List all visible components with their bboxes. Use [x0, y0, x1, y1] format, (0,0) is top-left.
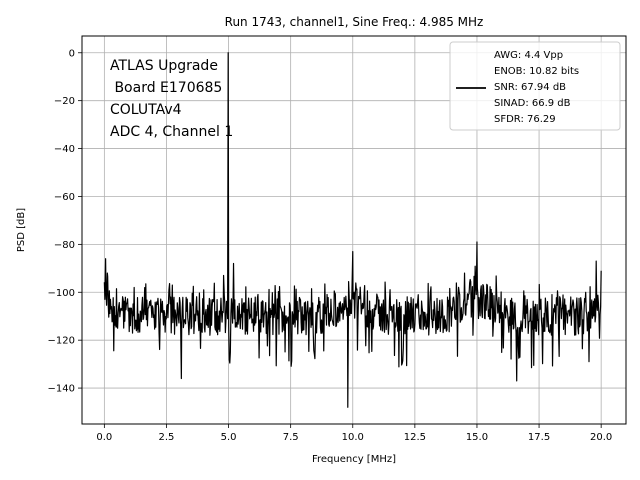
legend: AWG: 4.4 Vpp ENOB: 10.82 bits SNR: 67.94… [449, 41, 621, 131]
x-tick-label: 17.5 [528, 432, 550, 443]
y-axis-label: PSD [dB] [16, 208, 27, 252]
annotation-line: ADC 4, Channel 1 [110, 124, 233, 140]
x-tick-label: 15.0 [466, 432, 488, 443]
y-tick-label: −40 [54, 144, 75, 155]
x-tick-label: 12.5 [404, 432, 426, 443]
psd-series [103, 52, 602, 408]
legend-entry: ENOB: 10.82 bits [494, 66, 579, 77]
legend-entry: SNR: 67.94 dB [494, 82, 566, 93]
plot-frame [81, 35, 627, 425]
annotation-line: ATLAS Upgrade [110, 58, 218, 74]
x-tick-label: 0.0 [96, 432, 112, 443]
chart-title: Run 1743, channel1, Sine Freq.: 4.985 MH… [225, 15, 484, 29]
y-tick-label: −60 [54, 192, 75, 203]
y-tick-label: 0 [69, 48, 75, 59]
legend-frame [449, 41, 621, 131]
legend-entry: SINAD: 66.9 dB [494, 98, 571, 109]
y-tick-label: −100 [48, 288, 75, 299]
psd-line [103, 52, 602, 408]
annotation-line: COLUTAv4 [110, 102, 182, 118]
x-tick-label: 7.5 [283, 432, 299, 443]
legend-entry: SFDR: 76.29 [494, 114, 556, 125]
x-tick-label: 5.0 [221, 432, 237, 443]
x-tick-label: 10.0 [342, 432, 364, 443]
y-tick-label: −20 [54, 96, 75, 107]
x-axis-ticks: 0.0 2.5 5.0 7.5 10.0 12.5 15.0 17.5 20.0 [96, 424, 612, 443]
y-tick-label: −80 [54, 240, 75, 251]
y-axis-ticks: 0 −20 −40 −60 −80 −100 −120 −140 [48, 48, 82, 395]
annotation-line: Board E170685 [110, 80, 222, 96]
y-tick-label: −120 [48, 336, 75, 347]
board-annotation: ATLAS Upgrade Board E170685 COLUTAv4 ADC… [110, 58, 233, 140]
legend-entry: AWG: 4.4 Vpp [494, 50, 563, 61]
x-tick-label: 2.5 [159, 432, 175, 443]
y-tick-label: −140 [48, 384, 75, 395]
x-axis-label: Frequency [MHz] [312, 454, 396, 465]
x-tick-label: 20.0 [590, 432, 612, 443]
